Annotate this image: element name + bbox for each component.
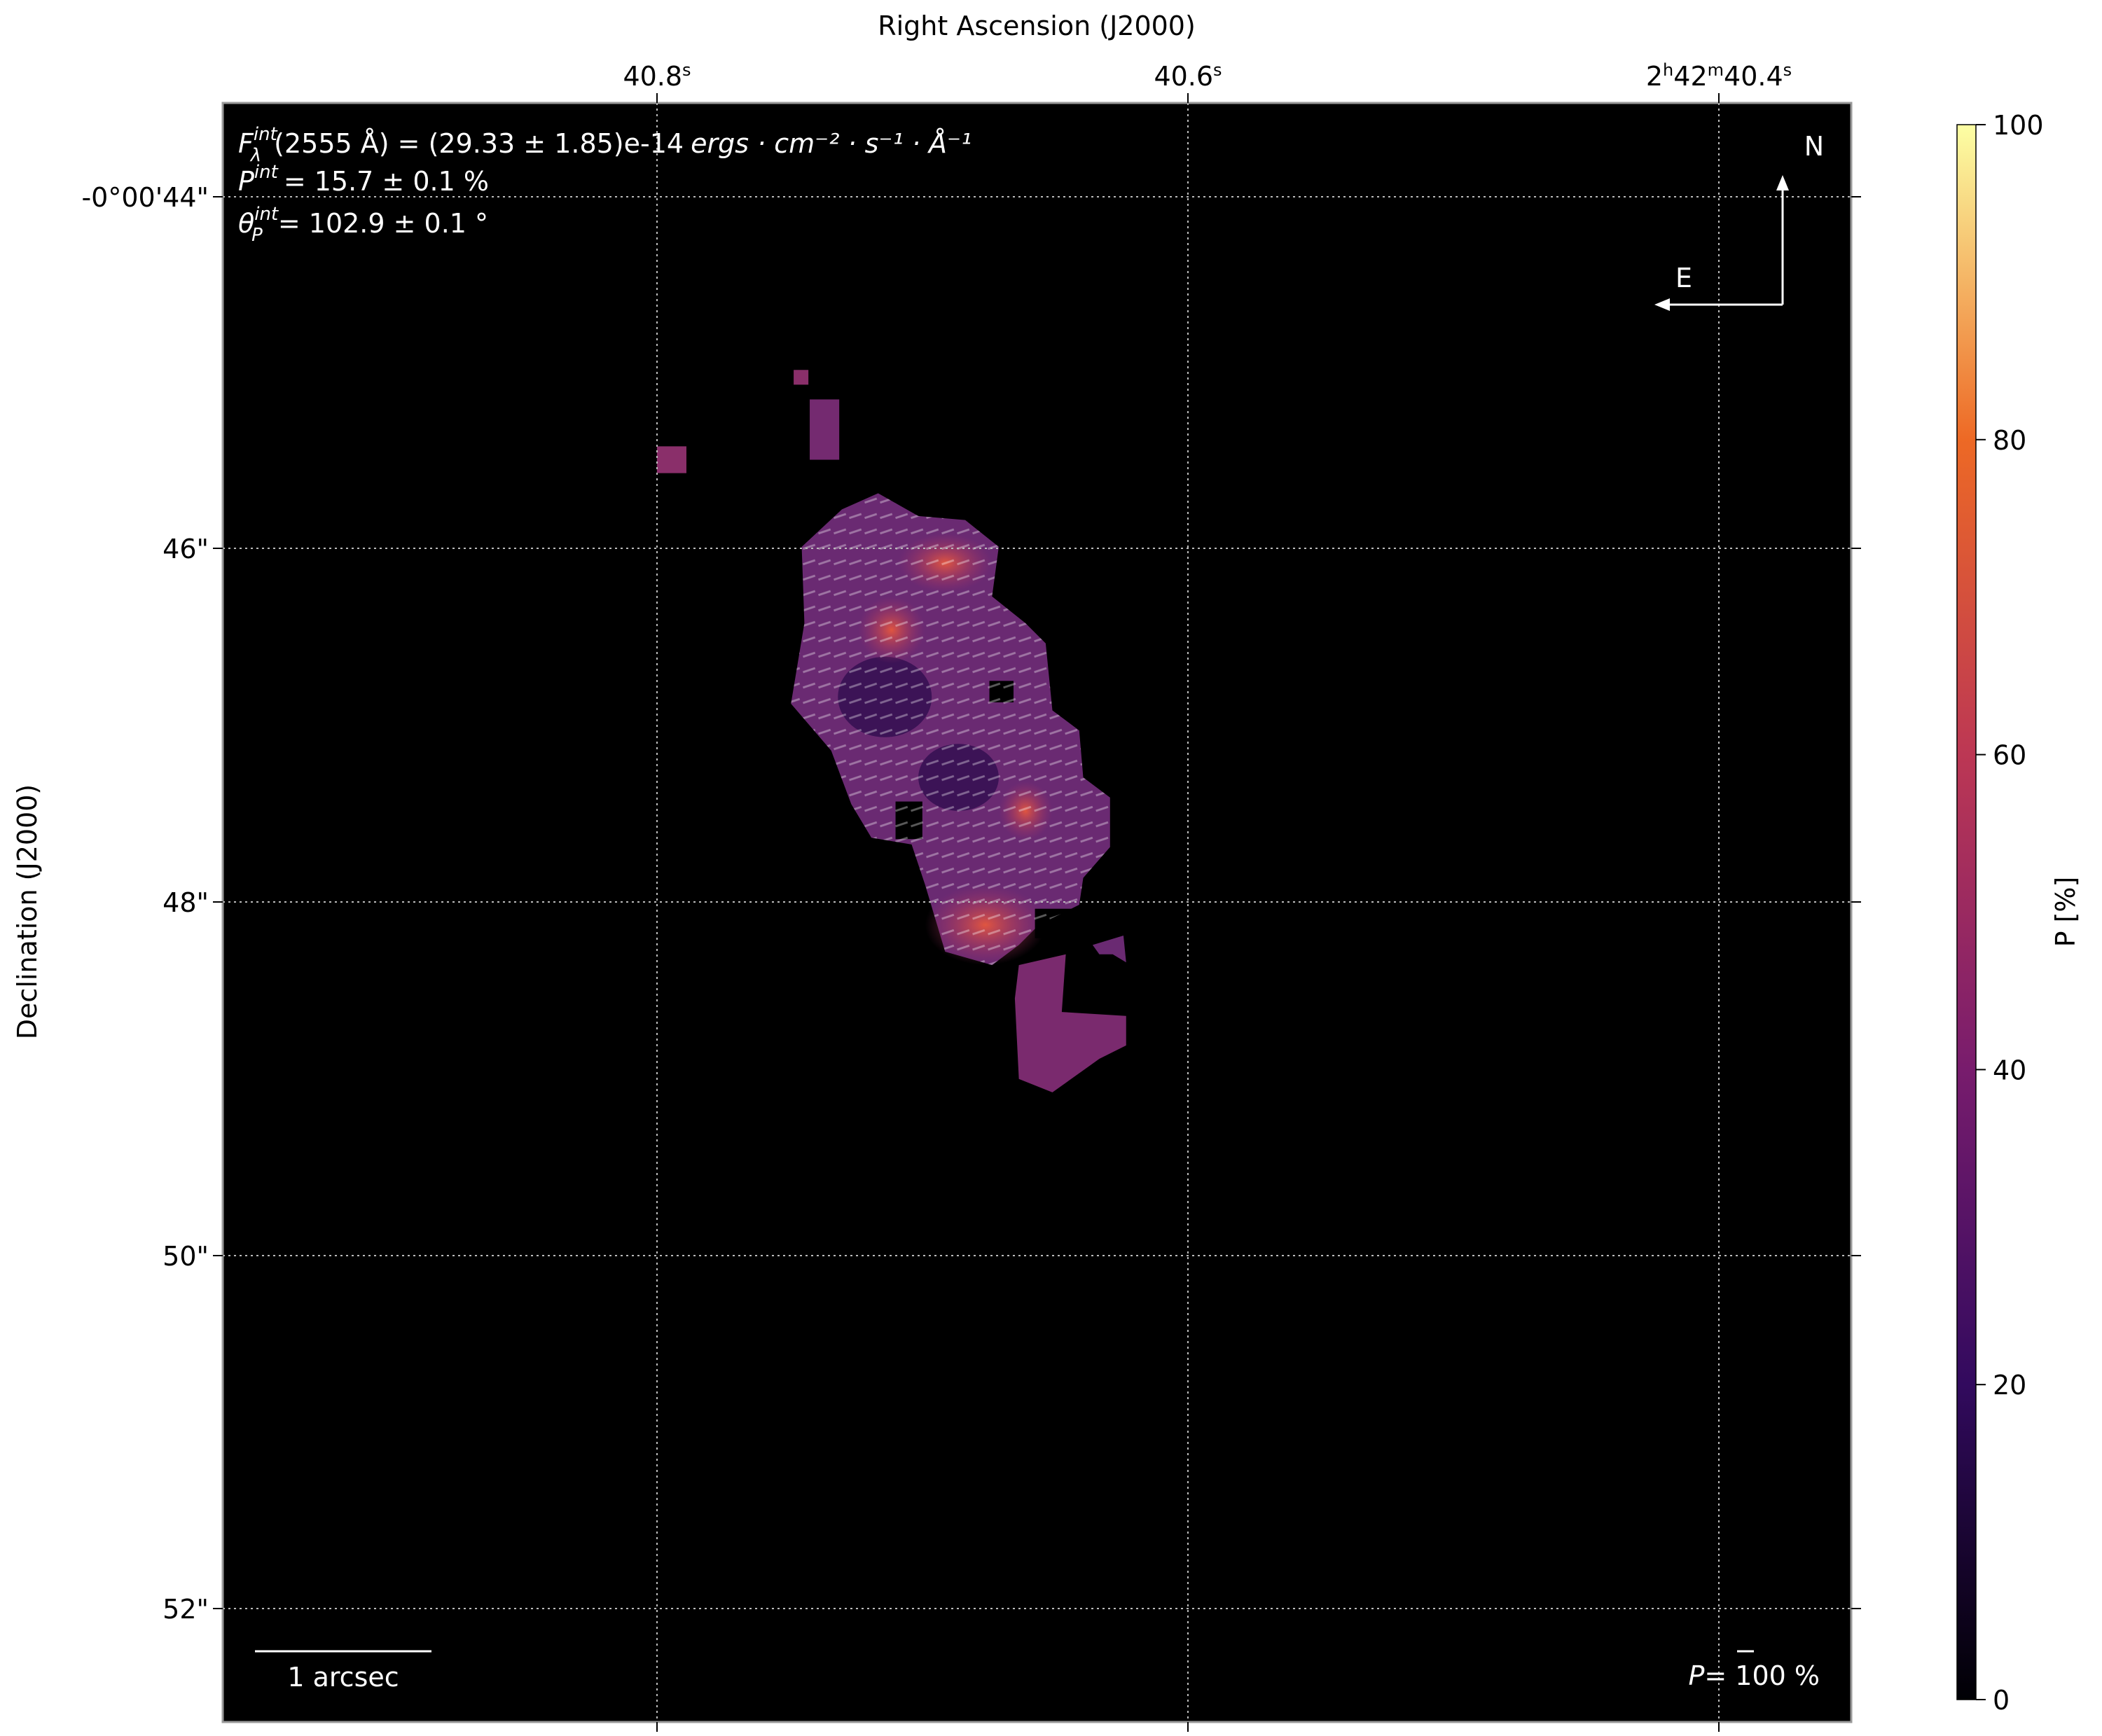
plot-frame: [221, 102, 1853, 1723]
y-axis-label: Declination (J2000): [12, 784, 43, 1039]
x-tick-label: 2h42m40.4s: [1646, 60, 1792, 92]
vector-scale-label: P= 100 %: [1688, 1660, 1820, 1691]
colorbar-tick-label: 100: [1993, 110, 2044, 141]
y-tick-label: 50": [163, 1241, 209, 1272]
compass: [1654, 175, 1789, 311]
colorbar-tick-label: 40: [1993, 1055, 2026, 1085]
y-tick-label: 46": [163, 534, 209, 564]
grid: [223, 103, 1851, 1722]
y-tick-label: 52": [163, 1594, 209, 1625]
polarization-map: [656, 370, 1126, 1092]
colorbar-tick-label: 0: [1993, 1685, 2010, 1716]
compass-east-label: E: [1675, 263, 1692, 293]
emission-south: [1014, 954, 1126, 1092]
colorbar-label: P [%]: [2050, 877, 2081, 947]
emission-islet: [794, 370, 809, 385]
compass-north-label: N: [1804, 131, 1824, 162]
x-tick-label: 40.6s: [1154, 60, 1222, 92]
ticks: [213, 93, 1861, 1732]
polarization-annotation: Pint = 15.7 ± 0.1 %: [238, 162, 489, 197]
colorbar-ticks: 0 20 40 60 80 100: [1976, 110, 2044, 1716]
colorbar-tick-label: 60: [1993, 740, 2026, 771]
y-tick-label: 48": [163, 887, 209, 918]
angle-annotation: θint P = 102.9 ± 0.1 °: [238, 204, 488, 246]
scale-bar-label: 1 arcsec: [287, 1662, 399, 1693]
emission-islet: [810, 399, 840, 460]
y-tick-label: -0°00'44": [81, 182, 209, 213]
colorbar: [1956, 124, 1977, 1700]
emission-islet: [1092, 935, 1126, 963]
x-axis-label: Right Ascension (J2000): [878, 11, 1196, 41]
flux-annotation: Fint λ (2555 Å) = (29.33 ± 1.85)e-14 ergs ·…: [238, 124, 972, 166]
emission-islet: [656, 446, 686, 473]
polarization-vectors: [791, 493, 1110, 966]
colorbar-tick-label: 20: [1993, 1370, 2026, 1401]
colorbar-tick-label: 80: [1993, 425, 2026, 456]
x-tick-label: 40.8s: [623, 60, 691, 92]
